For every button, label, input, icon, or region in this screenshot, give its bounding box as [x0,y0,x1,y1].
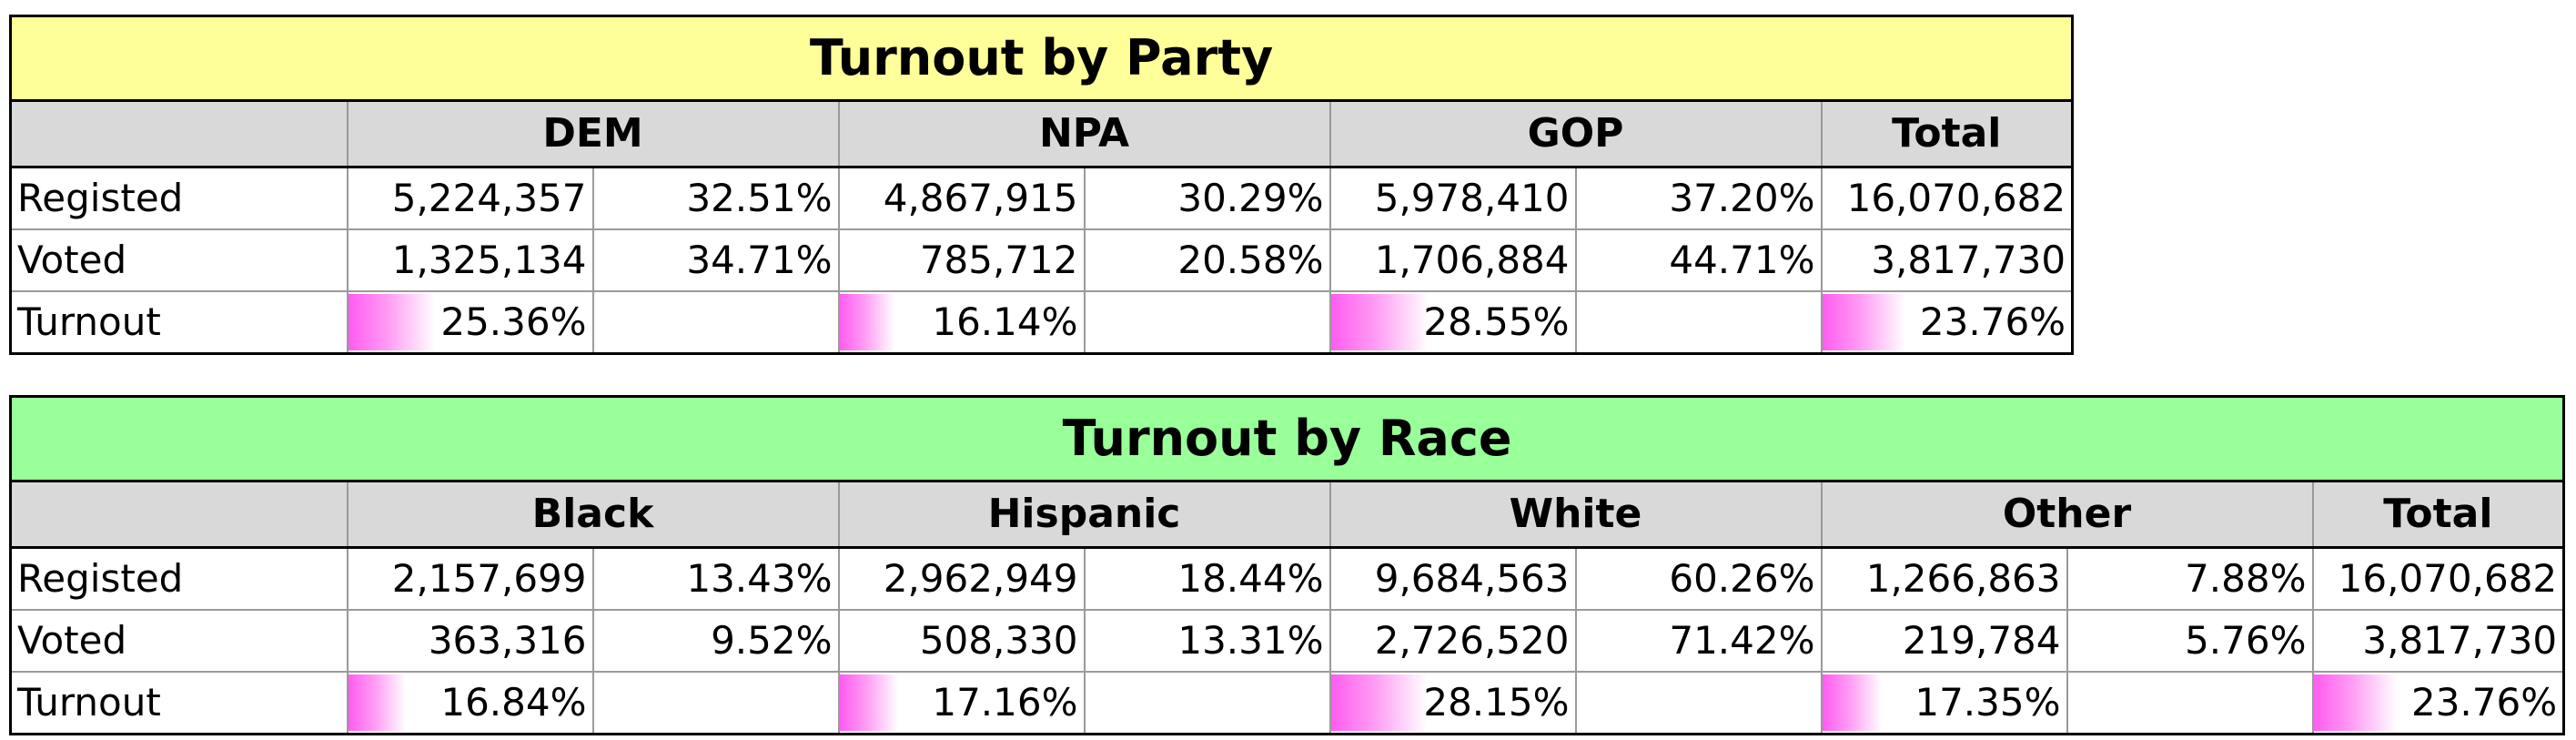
cell-white-registered: 9,684,563 [1328,546,1577,611]
row-label-voted: Voted [9,609,349,673]
turnout-databar [1823,294,1905,350]
row-label-registered: Registed [9,166,349,230]
cell-other-registered: 1,266,863 [1820,546,2068,611]
table-row: Registed 2,157,699 13.43% 2,962,949 18.4… [9,546,2565,611]
turnout-value: 28.55% [1423,299,1570,344]
empty-cell [591,671,840,735]
cell-gop-voted: 1,706,884 [1328,228,1577,292]
header-other: Other [1820,480,2314,549]
cell-white-registered-pct: 60.26% [1574,546,1823,611]
cell-gop-turnout: 28.55% [1328,290,1577,355]
turnout-by-race-table: Turnout by Race Black Hispanic White Oth… [8,395,2566,735]
table-row: Voted 1,325,134 34.71% 785,712 20.58% 1,… [9,228,2074,292]
header-white: White [1328,480,1823,549]
cell-hispanic-registered: 2,962,949 [837,546,1086,611]
cell-dem-registered: 5,224,357 [346,166,594,230]
header-gop: GOP [1328,99,1823,168]
turnout-value: 17.16% [932,680,1078,725]
header-total: Total [2311,480,2565,549]
turnout-value: 17.35% [1914,680,2061,725]
cell-total-registered: 16,070,682 [1820,166,2074,230]
turnout-databar [840,674,898,731]
cell-other-registered-pct: 7.88% [2066,546,2314,611]
cell-total-voted: 3,817,730 [1820,228,2074,292]
cell-hispanic-registered-pct: 18.44% [1083,546,1331,611]
cell-black-voted-pct: 9.52% [591,609,840,673]
cell-gop-voted-pct: 44.71% [1574,228,1823,292]
cell-black-registered-pct: 13.43% [591,546,840,611]
cell-gop-registered: 5,978,410 [1328,166,1577,230]
turnout-value: 16.14% [932,299,1078,344]
cell-total-turnout: 23.76% [2311,671,2565,735]
cell-other-voted-pct: 5.76% [2066,609,2314,673]
cell-hispanic-voted-pct: 13.31% [1083,609,1331,673]
cell-black-voted: 363,316 [346,609,594,673]
turnout-value: 23.76% [1919,299,2066,344]
cell-black-turnout: 16.84% [346,671,594,735]
corner-cell [9,99,349,168]
header-hispanic: Hispanic [837,480,1331,549]
cell-gop-registered-pct: 37.20% [1574,166,1823,230]
turnout-databar [1331,294,1429,350]
cell-dem-turnout: 25.36% [346,290,594,355]
cell-total-turnout: 23.76% [1820,290,2074,355]
empty-cell [1083,671,1331,735]
race-table-title: Turnout by Race [8,395,2566,482]
cell-npa-registered-pct: 30.29% [1083,166,1331,230]
cell-npa-voted-pct: 20.58% [1083,228,1331,292]
empty-cell [591,290,840,355]
table-row: Voted 363,316 9.52% 508,330 13.31% 2,726… [9,609,2565,673]
header-dem: DEM [346,99,840,168]
table-row: Turnout 16.84% 17.16% 28.15% 17.35% 23.7… [9,671,2565,735]
party-table-title: Turnout by Party [8,15,2075,102]
turnout-value: 23.76% [2410,680,2558,725]
cell-dem-voted-pct: 34.71% [591,228,840,292]
cell-white-voted: 2,726,520 [1328,609,1577,673]
turnout-databar [840,294,895,350]
cell-hispanic-turnout: 17.16% [837,671,1086,735]
header-npa: NPA [837,99,1331,168]
header-black: Black [346,480,840,549]
cell-white-voted-pct: 71.42% [1574,609,1823,673]
turnout-databar [1331,674,1428,731]
table-row: Registed 5,224,357 32.51% 4,867,915 30.2… [9,166,2074,230]
empty-cell [1574,671,1823,735]
cell-npa-voted: 785,712 [837,228,1086,292]
cell-total-voted: 3,817,730 [2311,609,2565,673]
cell-white-turnout: 28.15% [1328,671,1577,735]
turnout-value: 25.36% [440,299,587,344]
turnout-databar [2314,674,2397,731]
cell-npa-registered: 4,867,915 [837,166,1086,230]
turnout-databar [349,674,406,731]
turnout-value: 16.84% [440,680,587,725]
cell-hispanic-voted: 508,330 [837,609,1086,673]
turnout-databar [1823,674,1882,731]
row-label-registered: Registed [9,546,349,611]
turnout-by-party-table: Turnout by Party DEM NPA GOP Total Regis… [8,15,2075,355]
turnout-databar [349,294,435,350]
cell-dem-registered-pct: 32.51% [591,166,840,230]
empty-cell [1083,290,1331,355]
cell-other-voted: 219,784 [1820,609,2068,673]
row-label-voted: Voted [9,228,349,292]
empty-cell [1574,290,1823,355]
cell-other-turnout: 17.35% [1820,671,2068,735]
cell-dem-voted: 1,325,134 [346,228,594,292]
cell-npa-turnout: 16.14% [837,290,1086,355]
cell-black-registered: 2,157,699 [346,546,594,611]
corner-cell [9,480,349,549]
cell-total-registered: 16,070,682 [2311,546,2565,611]
header-total: Total [1820,99,2074,168]
table-row: Turnout 25.36% 16.14% 28.55% 23.76% [9,290,2074,355]
row-label-turnout: Turnout [9,290,349,355]
row-label-turnout: Turnout [9,671,349,735]
empty-cell [2066,671,2314,735]
turnout-value: 28.15% [1423,680,1570,725]
